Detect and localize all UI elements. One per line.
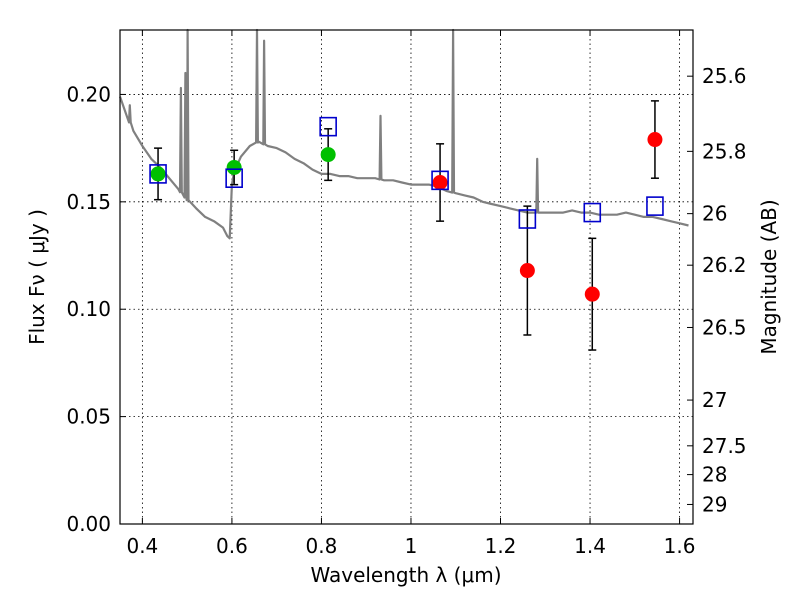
model-point-square: [646, 196, 664, 216]
right-tick-label: 28: [702, 463, 727, 487]
right-tick-label: 25.6: [702, 64, 747, 88]
data-point: [432, 174, 448, 190]
x-tick-label: 0.8: [306, 534, 338, 558]
model-point-square: [225, 168, 243, 188]
grid-lines: [120, 30, 693, 525]
right-tick-label: 26.2: [702, 253, 747, 277]
data-point: [226, 159, 242, 175]
model-point-square: [583, 202, 602, 223]
right-tick-label: 27: [702, 388, 727, 412]
data-point: [519, 263, 535, 279]
spectrum-line: [118, 28, 689, 240]
model-point-square: [431, 170, 449, 191]
model-point-square: [319, 116, 337, 137]
data-point: [647, 132, 663, 148]
model-point-square: [518, 209, 537, 229]
right-tick-label: 25.8: [702, 139, 747, 163]
right-tick-label: 26: [702, 202, 727, 226]
x-tick-label: 0.4: [126, 534, 158, 558]
model-point-square: [149, 164, 167, 184]
y-axis-label: Flux Fν ( μJy ): [25, 209, 49, 345]
x-tick-label: 1: [405, 534, 418, 558]
y-axis-right-label: Magnitude (AB): [757, 199, 781, 354]
x-tick-label: 0.6: [216, 534, 248, 558]
x-tick-label: 1.4: [574, 534, 606, 558]
axis-ticks: 0.4 0.6 0.8 1 1.2 1.4 1.6 0.00 0.05 0.10 0.15 0.20 2…: [66, 30, 747, 558]
data-point: [150, 166, 166, 182]
plot-frame: [119, 29, 694, 525]
y-tick-label: 0.05: [66, 405, 111, 429]
y-tick-label: 0.00: [66, 512, 111, 536]
right-tick-label: 29: [702, 492, 727, 516]
x-tick-label: 1.6: [664, 534, 696, 558]
data-point: [320, 147, 336, 163]
right-tick-label: 27.5: [702, 434, 747, 458]
x-tick-label: 1.2: [485, 534, 517, 558]
y-tick-label: 0.15: [66, 190, 111, 214]
data-points: [149, 100, 664, 351]
data-point: [584, 286, 600, 302]
right-tick-label: 26.5: [702, 315, 747, 339]
y-tick-label: 0.10: [66, 297, 111, 321]
y-tick-label: 0.20: [66, 82, 111, 106]
x-axis-label: Wavelength λ (μm): [310, 563, 501, 587]
model-spectrum: [118, 28, 689, 240]
